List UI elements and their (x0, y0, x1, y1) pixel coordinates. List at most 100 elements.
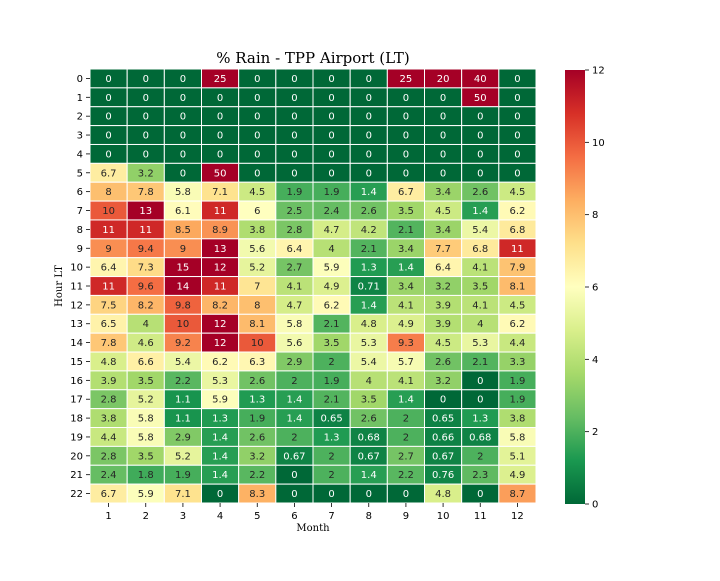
cell-value-label: 2.6 (435, 357, 451, 368)
y-tick-label: 4 (77, 149, 83, 160)
cell-value-label: 5.7 (398, 357, 414, 368)
cell-value-label: 0 (440, 168, 446, 179)
cell-value-label: 1.4 (286, 414, 302, 425)
cell-value-label: 7.3 (138, 263, 154, 274)
heatmap-cells: 0 0 0 25 0 0 0 0 25 20 40 00 0 0 0 0 0 0 0 0 0 50 00 0 0 0 0 0 0 0 0 0 0… (89, 68, 537, 504)
cell-value-label: 0 (217, 131, 223, 142)
cell-value-label: 13 (214, 244, 227, 255)
x-tick-label: 5 (254, 511, 260, 522)
cell-value-label: 12 (214, 263, 227, 274)
cell-value-label: 0 (143, 112, 149, 123)
cell-value-label: 0 (105, 93, 111, 104)
cell-value-label: 1.9 (509, 395, 525, 406)
cell-value-label: 5.8 (138, 414, 154, 425)
cell-value-label: 0.68 (469, 432, 491, 443)
cell-value-label: 0 (328, 74, 334, 85)
cell-value-label: 1.4 (286, 395, 302, 406)
cell-value-label: 4.4 (509, 338, 525, 349)
y-tick-label: 14 (70, 338, 83, 349)
cell-value-label: 0 (291, 74, 297, 85)
cell-value-label: 5.4 (175, 357, 191, 368)
cell-value-label: 0 (291, 489, 297, 500)
y-tick-label: 8 (77, 225, 83, 236)
cell-value-label: 5.4 (361, 357, 377, 368)
cell-value-label: 6.2 (509, 319, 525, 330)
colorbar-tick-label: 8 (592, 210, 598, 221)
y-tick-label: 22 (70, 489, 83, 500)
colorbar-tick-label: 4 (592, 355, 598, 366)
cell-value-label: 2.7 (286, 263, 302, 274)
cell-value-label: 12 (214, 319, 227, 330)
colorbar-tick-label: 2 (592, 427, 598, 438)
cell-value-label: 0.65 (432, 414, 454, 425)
cell-value-label: 0 (440, 149, 446, 160)
cell-value-label: 11 (214, 282, 227, 293)
cell-value-label: 2.6 (361, 414, 377, 425)
cell-value-label: 5.2 (249, 263, 265, 274)
cell-value-label: 4.5 (509, 187, 525, 198)
cell-value-label: 11 (214, 206, 227, 217)
cell-value-label: 0.67 (432, 451, 454, 462)
cell-value-label: 3.9 (435, 319, 451, 330)
cell-value-label: 2.1 (472, 357, 488, 368)
cell-value-label: 5.8 (138, 432, 154, 443)
cell-value-label: 1.4 (361, 470, 377, 481)
cell-value-label: 1.9 (509, 376, 525, 387)
cell-value-label: 0 (514, 93, 520, 104)
cell-value-label: 0 (366, 112, 372, 123)
cell-value-label: 0 (440, 112, 446, 123)
cell-value-label: 1.4 (212, 451, 228, 462)
cell-value-label: 9.3 (398, 338, 414, 349)
cell-value-label: 0 (328, 131, 334, 142)
cell-value-label: 8 (105, 187, 111, 198)
cell-value-label: 2.6 (249, 376, 265, 387)
y-tick-label: 6 (77, 187, 83, 198)
cell-value-label: 2.1 (398, 225, 414, 236)
cell-value-label: 2.1 (324, 319, 340, 330)
cell-value-label: 0 (403, 112, 409, 123)
cell-value-label: 9.4 (138, 244, 154, 255)
cell-value-label: 2.2 (398, 470, 414, 481)
cell-value-label: 7.1 (212, 187, 228, 198)
cell-value-label: 5.3 (472, 338, 488, 349)
cell-value-label: 3.5 (472, 282, 488, 293)
cell-value-label: 4.4 (101, 432, 117, 443)
colorbar-tick-label: 12 (592, 66, 605, 77)
x-tick-label: 1 (105, 511, 111, 522)
cell-value-label: 0 (291, 112, 297, 123)
cell-value-label: 0 (366, 93, 372, 104)
cell-value-label: 0 (514, 149, 520, 160)
y-tick-label: 9 (77, 244, 83, 255)
cell-value-label: 6.8 (472, 244, 488, 255)
x-tick-label: 10 (437, 511, 450, 522)
cell-value-label: 1.4 (212, 470, 228, 481)
cell-value-label: 3.8 (249, 225, 265, 236)
cell-value-label: 2 (477, 451, 483, 462)
cell-value-label: 0 (217, 112, 223, 123)
cell-value-label: 25 (400, 74, 413, 85)
cell-value-label: 0 (366, 489, 372, 500)
y-tick-label: 17 (70, 395, 83, 406)
cell-value-label: 4.8 (101, 357, 117, 368)
cell-value-label: 10 (102, 206, 115, 217)
cell-value-label: 4 (477, 319, 483, 330)
cell-value-label: 8 (254, 300, 260, 311)
cell-value-label: 0 (105, 131, 111, 142)
cell-value-label: 8.1 (249, 319, 265, 330)
cell-value-label: 0 (366, 131, 372, 142)
cell-value-label: 2.3 (472, 470, 488, 481)
cell-value-label: 8.7 (509, 489, 525, 500)
cell-value-label: 10 (177, 319, 190, 330)
cell-value-label: 6.7 (101, 489, 117, 500)
cell-value-label: 0.71 (358, 282, 380, 293)
cell-value-label: 4.1 (286, 282, 302, 293)
cell-value-label: 0 (180, 112, 186, 123)
cell-value-label: 1.3 (472, 414, 488, 425)
y-tick-label: 1 (77, 93, 83, 104)
x-tick-label: 8 (366, 511, 372, 522)
cell-value-label: 3.5 (138, 451, 154, 462)
cell-value-label: 0 (254, 112, 260, 123)
cell-value-label: 0 (366, 168, 372, 179)
cell-value-label: 0 (291, 470, 297, 481)
